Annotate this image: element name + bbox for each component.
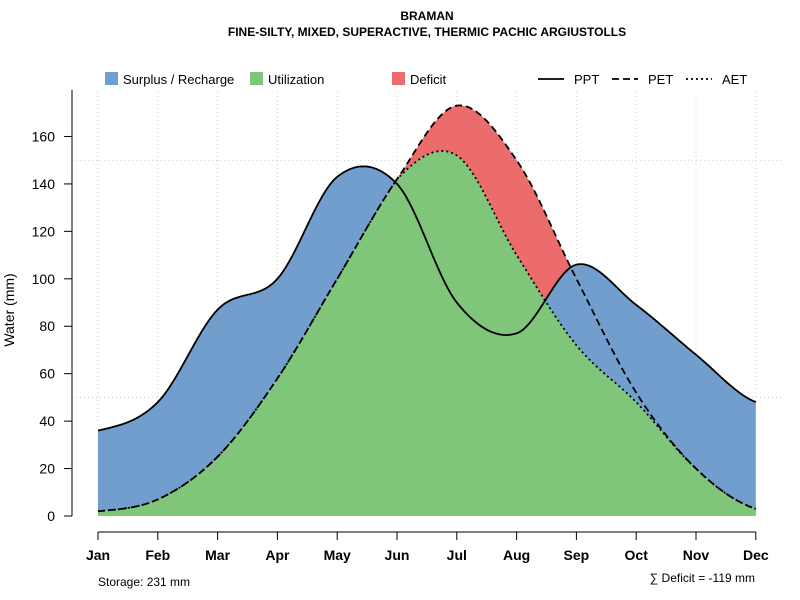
- y-tick-label: 160: [32, 128, 56, 144]
- x-tick-label: Jul: [447, 547, 467, 563]
- x-tick-label: Jun: [385, 547, 410, 563]
- x-tick-label: Jan: [86, 547, 110, 563]
- y-tick-label: 60: [39, 366, 55, 382]
- legend-swatch: [105, 72, 118, 85]
- y-axis-title: Water (mm): [1, 273, 17, 346]
- x-tick-label: Oct: [625, 547, 649, 563]
- legend-line-label: PPT: [574, 72, 599, 87]
- plot-area: 0 20 40 60 80 100 120 140 160 Jan Feb Mar Apr May Jun J…: [32, 90, 784, 563]
- y-tick-label: 120: [32, 223, 56, 239]
- x-tick-label: May: [324, 547, 351, 563]
- legend-label: Utilization: [268, 72, 324, 87]
- ppt-line: [97, 165, 757, 432]
- aet-line: [97, 150, 757, 513]
- chart-title: BRAMAN: [400, 9, 453, 23]
- legend-label: Deficit: [410, 72, 447, 87]
- storage-annotation: Storage: 231 mm: [98, 575, 190, 589]
- y-tick-label: 140: [32, 176, 56, 192]
- areas: [98, 105, 756, 516]
- y-tick-label: 20: [39, 461, 55, 477]
- x-tick-label: Sep: [564, 547, 590, 563]
- legend-label: Surplus / Recharge: [123, 72, 234, 87]
- y-tick-label: 100: [32, 271, 56, 287]
- x-tick-label: Feb: [145, 547, 170, 563]
- y-tick-label: 80: [39, 318, 55, 334]
- x-tick-label: Apr: [265, 547, 290, 563]
- x-tick-label: Nov: [683, 547, 710, 563]
- deficit-annotation: ∑ Deficit = -119 mm: [650, 571, 755, 585]
- x-tick-label: Aug: [503, 547, 530, 563]
- y-tick-label: 40: [39, 413, 55, 429]
- legend-line-label: PET: [648, 72, 673, 87]
- legend: Surplus / Recharge Utilization Deficit PPT P…: [105, 72, 747, 87]
- utilization-area: [98, 150, 756, 516]
- series-lines: [97, 104, 757, 513]
- legend-line-label: AET: [722, 72, 747, 87]
- y-tick-label: 0: [47, 508, 55, 524]
- axes: 0 20 40 60 80 100 120 140 160 Jan Feb Mar Apr May Jun J…: [32, 90, 769, 563]
- chart-subtitle: FINE-SILTY, MIXED, SUPERACTIVE, THERMIC …: [228, 25, 626, 39]
- x-tick-label: Dec: [743, 547, 769, 563]
- legend-swatch: [392, 72, 405, 85]
- x-tick-label: Mar: [205, 547, 230, 563]
- legend-swatch: [250, 72, 263, 85]
